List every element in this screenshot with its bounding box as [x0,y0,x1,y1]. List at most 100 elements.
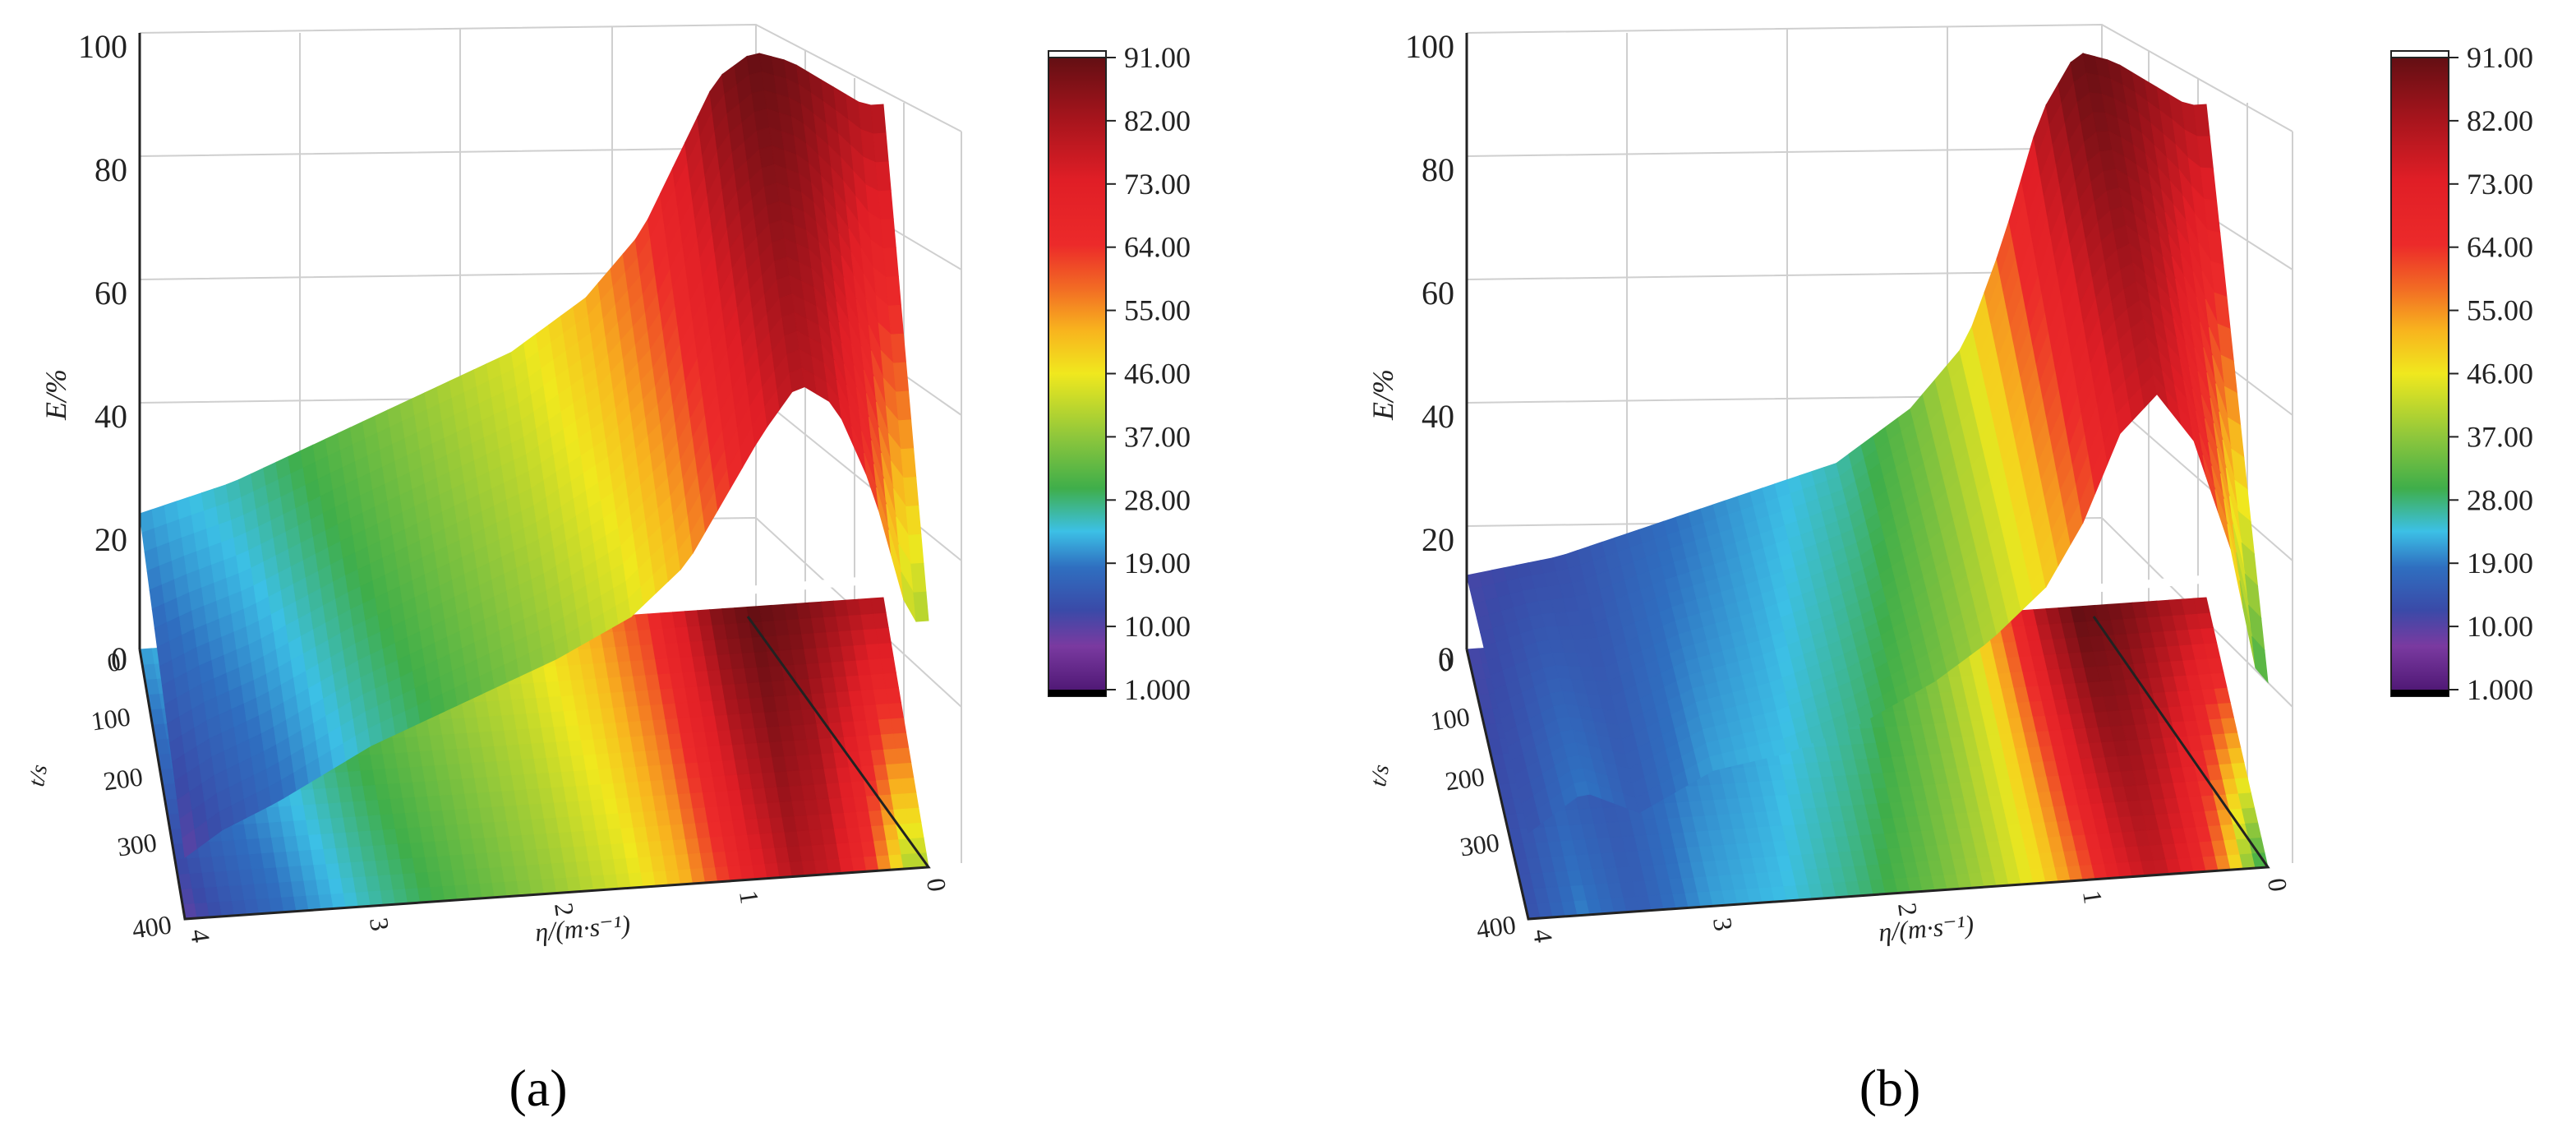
panel-a: 100 80 60 40 20 0 E/% 0 100 200 300 400 … [24,23,1191,1117]
y-tick: 2 [549,901,580,918]
floor-cell [870,597,887,614]
colorbar-tick-label: 73.00 [1124,168,1191,201]
colorbar-bottom-cap [2391,690,2449,696]
panel-a-colorbar: 91.00 82.00 73.00 64.00 55.00 46.00 37.00 28.00… [1048,41,1191,706]
floor-cell [885,686,901,704]
colorbar-tick-label: 64.00 [1124,231,1191,264]
y-axis-label: η/(m·s⁻¹) [1878,909,1975,947]
panel-a-y-ticks: 4 3 2 1 0 [185,876,952,944]
z-tick: 80 [94,151,127,188]
floor-cell [906,806,922,824]
floor-cell [903,792,919,809]
z-tick: 80 [1422,151,1454,188]
colorbar-tick-label: 1.000 [2467,673,2533,706]
colorbar-gradient [2390,50,2449,697]
surface-cell [875,161,892,192]
colorbar-tick-label: 10.00 [1124,610,1191,643]
x-tick: 400 [1474,909,1518,944]
colorbar-tick-label: 28.00 [2467,483,2533,516]
x-tick: 300 [115,827,159,861]
x-tick: 0 [105,646,122,677]
colorbar-tick-label: 55.00 [1124,294,1191,327]
floor-cell [887,702,905,719]
colorbar-top-cap [2390,50,2449,58]
colorbar-tick-label: 55.00 [2467,294,2533,327]
panel-b-x-ticks: 0 100 200 300 400 [1428,646,1518,944]
colorbar-tick-label: 1.000 [1124,673,1191,706]
panel-a-label: (a) [509,1059,567,1117]
y-tick: 4 [185,927,216,944]
z-tick: 100 [78,28,127,65]
surface-cell [913,591,929,622]
surface-cell [901,448,917,479]
y-tick: 0 [921,876,952,894]
colorbar-tick-label: 64.00 [2467,231,2533,264]
colorbar-tick-label: 73.00 [2467,168,2533,201]
surface-cell [890,333,907,364]
x-tick: 200 [101,761,145,796]
x-tick: 300 [1458,827,1501,861]
y-tick: 3 [364,916,395,933]
x-tick: 400 [130,909,173,944]
floor-cell [900,777,917,794]
panel-a-surface [139,53,929,920]
colorbar-tick-label: 37.00 [2467,420,2533,453]
y-tick: 1 [2077,889,2108,906]
x-tick: 200 [1443,761,1486,796]
surface-cell [908,533,924,565]
panel-b-colorbar: 91.00 82.00 73.00 64.00 55.00 46.00 37.00 28.00… [2390,41,2533,706]
surface-cell [873,132,889,164]
surface-cell [880,219,896,250]
x-axis-label: t/s [24,763,53,789]
colorbar-tick-label: 28.00 [1124,483,1191,516]
colorbar-tick-label: 82.00 [2467,104,2533,137]
z-tick: 100 [1405,28,1454,65]
surface-cell [897,419,915,450]
panel-b-label: (b) [1859,1059,1921,1117]
colorbar-tick-label: 46.00 [2467,358,2533,390]
floor-cell [895,746,912,764]
z-tick: 20 [1422,521,1454,558]
z-tick: 20 [94,521,127,558]
y-tick: 4 [1528,927,1559,944]
panel-b-surface [1466,53,2269,920]
surface-cell [878,190,894,221]
surface-cell [895,390,912,422]
panel-b-z-ticks: 100 80 60 40 20 0 [1405,28,1454,677]
floor-cell [892,732,910,749]
colorbar-tick-label: 91.00 [1124,41,1191,74]
floor-cell [882,672,899,689]
surface-cell [887,304,904,335]
z-tick: 0 [111,640,127,677]
y-tick: 2 [1892,901,1924,918]
colorbar-gradient [1048,50,1107,697]
floor-cell [908,821,924,839]
colorbar-tick-label: 37.00 [1124,420,1191,453]
colorbar-tick-label: 46.00 [1124,358,1191,390]
floor-cell [2193,597,2210,614]
colorbar-tick-label: 19.00 [2467,547,2533,580]
panel-a-z-ticks: 100 80 60 40 20 0 [78,28,127,677]
y-tick: 1 [734,889,765,906]
surface-cell [910,562,927,593]
panel-a-x-ticks: 0 100 200 300 400 [89,646,173,944]
colorbar-tick-label: 10.00 [2467,610,2533,643]
surface-cell [906,505,922,536]
panel-b-axes [1465,33,2270,921]
floor-cell [880,657,896,674]
surface-cell [2251,635,2269,684]
x-tick: 0 [1436,646,1454,677]
colorbar-tick-label: 19.00 [1124,547,1191,580]
colorbar-tick-label: 91.00 [2467,41,2533,74]
z-axis-label: E/% [39,369,72,421]
surface-cell [903,477,919,508]
z-tick: 60 [94,275,127,312]
z-axis-label: E/% [1366,369,1399,421]
colorbar-bottom-cap [1048,690,1106,696]
z-tick: 40 [94,398,127,435]
colorbar-tick-label: 82.00 [1124,104,1191,137]
surface-cell [882,247,899,278]
x-axis-label: t/s [1366,763,1394,789]
x-tick: 100 [89,701,132,736]
panel-a-axes [138,33,931,921]
